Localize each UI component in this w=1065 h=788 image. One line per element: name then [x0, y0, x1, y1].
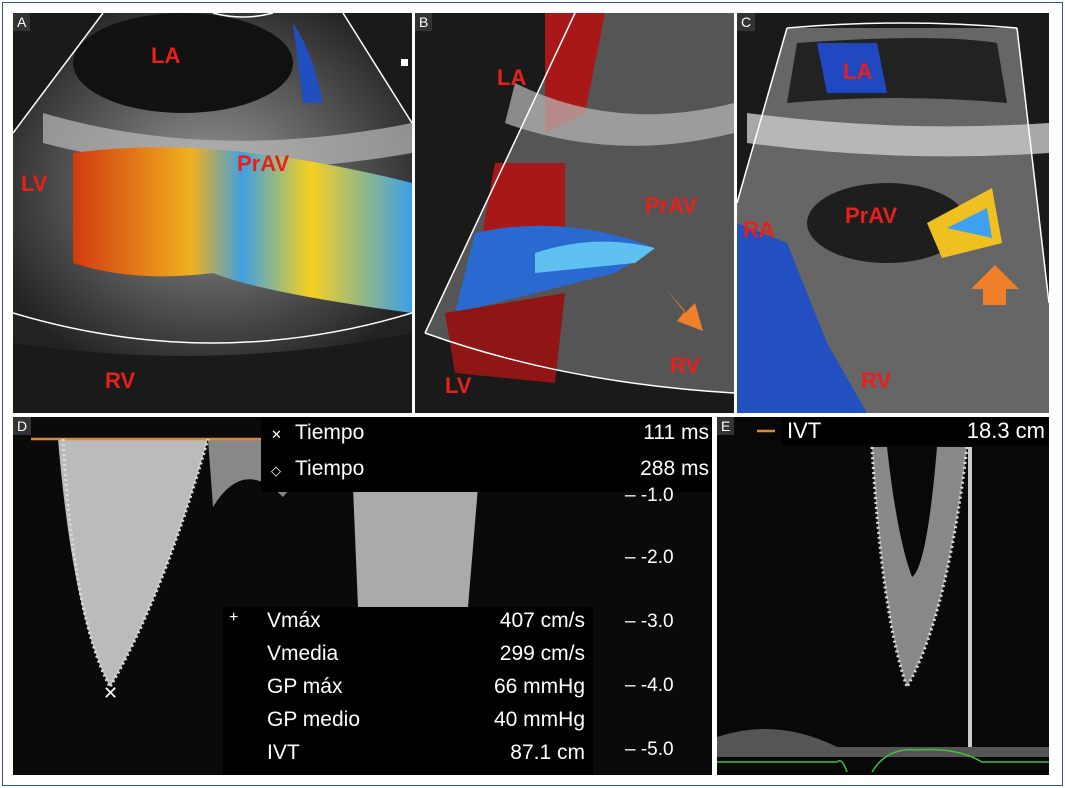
velocity-scale-tick: – -4.0	[625, 675, 674, 696]
measurement-name: GP máx	[267, 675, 343, 698]
measurement-name: GP medio	[267, 708, 360, 731]
measurement-row: GP máx 66 mmHg	[267, 675, 585, 699]
measurement-row: GP medio 40 mmHg	[267, 708, 585, 732]
diamond-marker-icon: ◇	[271, 463, 281, 478]
panel-label: D	[13, 417, 32, 435]
velocity-scale-tick: – -3.0	[625, 611, 674, 632]
crosshair-marker-icon: +	[229, 609, 239, 626]
structure-label-lv: LV	[21, 171, 48, 196]
measurement-value: 407 cm/s	[499, 609, 585, 632]
measurement-row: IVT 18.3 cm	[787, 418, 1045, 444]
velocity-scale-tick: – -5.0	[625, 739, 674, 760]
panel-d: ✕ D ✕ Tiempo 111 ms ◇ Tiempo 288 ms + Vmá…	[13, 417, 712, 775]
panel-label: B	[415, 13, 433, 31]
structure-label-rv: RV	[105, 368, 136, 393]
panel-label: A	[13, 13, 31, 31]
structure-label-rv: RV	[670, 353, 701, 378]
timing-name: Tiempo	[295, 457, 365, 480]
color-doppler-image-a	[13, 13, 412, 413]
measurement-readout: + Vmáx 407 cm/s Vmedia 299 cm/s GP máx 66 mm…	[223, 607, 593, 775]
measurement-name: Vmáx	[267, 609, 321, 632]
spectral-doppler-trace-e	[717, 417, 1049, 775]
structure-label-prav: PrAV	[645, 193, 698, 218]
timing-row: ✕ Tiempo 111 ms	[271, 421, 709, 445]
measurement-row: + Vmáx 407 cm/s	[229, 609, 585, 633]
structure-label-rv: RV	[861, 368, 892, 393]
measurement-name: Vmedia	[267, 642, 339, 665]
velocity-scale-tick: – -2.0	[625, 547, 674, 568]
ivt-readout: IVT 18.3 cm	[781, 417, 1049, 445]
tick-label: -2.0	[640, 547, 674, 568]
measurement-value: 87.1 cm	[510, 741, 585, 764]
color-doppler-image-c	[737, 13, 1049, 413]
color-doppler-image-b	[415, 13, 734, 413]
measurement-name: IVT	[267, 741, 300, 764]
tick-label: -1.0	[640, 485, 674, 506]
measurement-row: IVT 87.1 cm	[267, 741, 585, 765]
panel-label: E	[717, 417, 735, 435]
panel-label: C	[737, 13, 756, 31]
measurement-value: 18.3 cm	[966, 418, 1045, 443]
velocity-scale-tick: – -1.0	[625, 485, 674, 506]
tick-label: -3.0	[640, 611, 674, 632]
cross-marker-icon: ✕	[271, 427, 282, 442]
measurement-value: 299 cm/s	[499, 642, 585, 665]
measurement-value: 40 mmHg	[493, 708, 585, 731]
structure-label-prav: PrAV	[237, 151, 290, 176]
structure-label-la: LA	[151, 43, 181, 68]
panel-a: A LA LV PrAV RV	[13, 13, 412, 413]
structure-label-la: LA	[497, 65, 527, 90]
structure-label-la: LA	[843, 59, 873, 84]
measurement-name: IVT	[787, 418, 822, 443]
timing-name: Tiempo	[295, 421, 365, 444]
structure-label-lv: LV	[445, 373, 472, 398]
panel-e: E IVT 18.3 cm	[717, 417, 1049, 775]
tick-label: -4.0	[640, 675, 674, 696]
measurement-row: Vmedia 299 cm/s	[267, 642, 585, 666]
panel-c: C LA RA PrAV RV	[737, 13, 1049, 413]
timing-value: 288 ms	[640, 457, 709, 480]
timing-value: 111 ms	[643, 421, 709, 444]
structure-label-prav: PrAV	[845, 203, 898, 228]
tick-label: -5.0	[640, 739, 674, 760]
structure-label-ra: RA	[743, 217, 775, 242]
timing-row: ◇ Tiempo 288 ms	[271, 457, 709, 481]
svg-text:✕: ✕	[103, 683, 118, 703]
measurement-value: 66 mmHg	[493, 675, 585, 698]
panel-b: B LA PrAV LV RV	[415, 13, 734, 413]
timing-readout: ✕ Tiempo 111 ms ◇ Tiempo 288 ms	[261, 417, 712, 492]
